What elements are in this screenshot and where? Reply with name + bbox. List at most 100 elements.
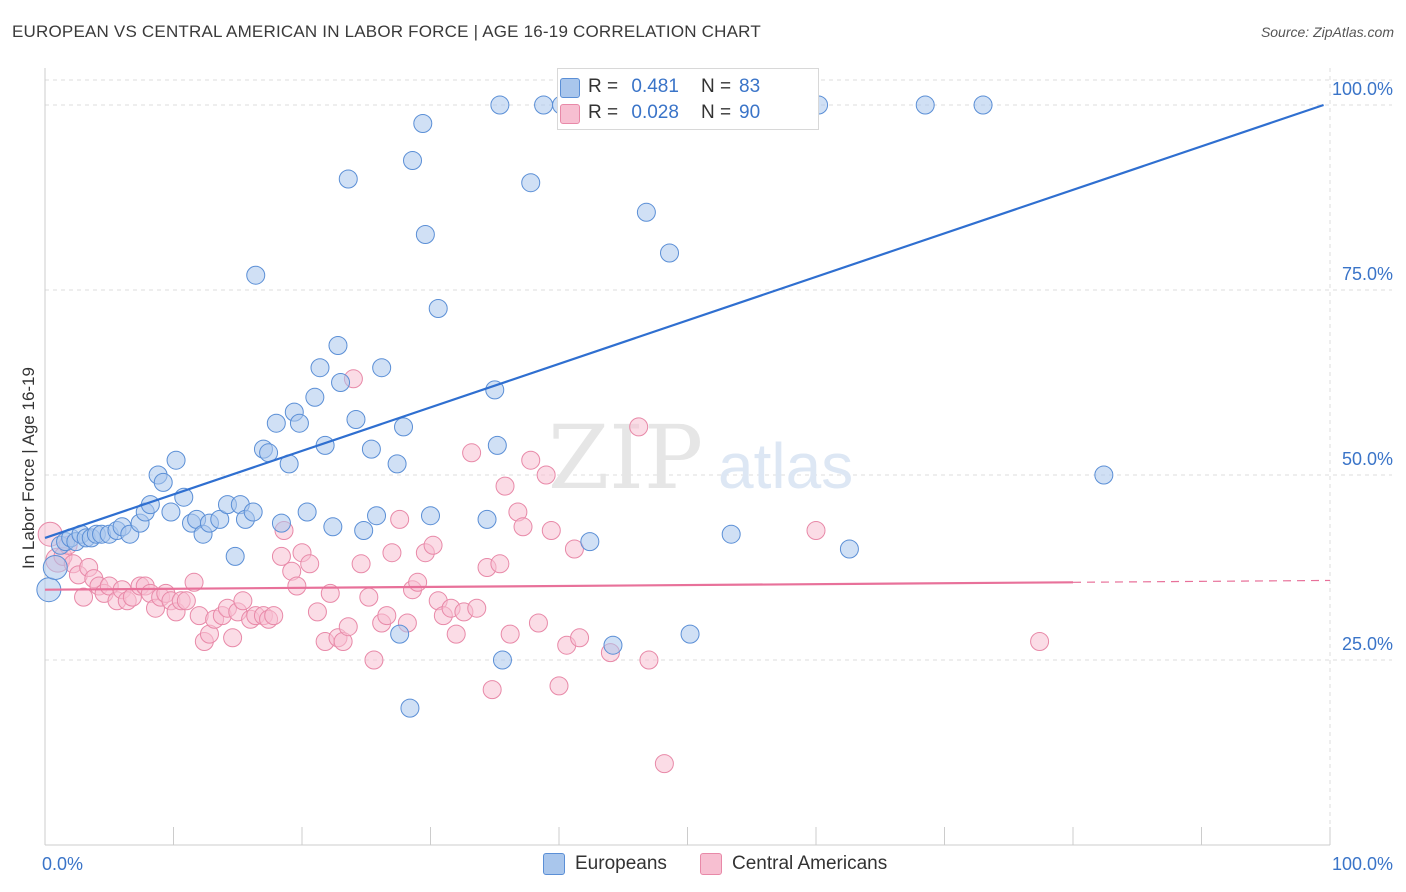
series-central-americans xyxy=(37,369,1050,774)
source-credit: Source: ZipAtlas.com xyxy=(1260,24,1394,40)
legend-item-central-americans: Central Americans xyxy=(700,852,887,876)
trend-central-americans-extension xyxy=(1072,579,1331,583)
point-central-americans xyxy=(74,587,94,607)
point-central-americans xyxy=(654,754,674,774)
point-europeans xyxy=(305,387,325,407)
point-central-americans xyxy=(462,443,482,463)
point-europeans xyxy=(721,524,741,544)
point-central-americans xyxy=(482,680,502,700)
trend-europeans xyxy=(44,103,1324,539)
point-europeans xyxy=(413,114,433,133)
point-central-americans xyxy=(233,591,253,611)
point-europeans xyxy=(485,380,505,400)
axes xyxy=(44,68,1331,846)
point-central-americans xyxy=(549,676,569,696)
point-europeans xyxy=(387,454,407,474)
point-europeans xyxy=(310,358,330,378)
point-europeans xyxy=(403,151,423,170)
point-europeans xyxy=(428,299,448,318)
point-central-americans xyxy=(446,624,466,644)
point-europeans xyxy=(490,95,510,115)
legend-n-label: N = xyxy=(700,102,732,123)
point-europeans xyxy=(361,439,381,459)
legend-n-value: 90 xyxy=(739,102,761,123)
point-europeans xyxy=(477,509,497,529)
legend-row-central-americans: R = 0.028 N = 90 xyxy=(560,101,761,125)
point-central-americans xyxy=(536,465,556,485)
point-europeans xyxy=(973,95,993,115)
point-europeans xyxy=(660,243,680,263)
y-tick-label: 50.0% xyxy=(1342,449,1393,469)
point-europeans xyxy=(680,624,700,644)
point-central-americans xyxy=(500,624,520,644)
trend-central-americans xyxy=(44,581,1074,591)
point-europeans xyxy=(487,435,507,455)
point-europeans xyxy=(338,169,358,189)
point-central-americans xyxy=(495,476,515,496)
point-central-americans xyxy=(390,509,410,529)
point-central-americans xyxy=(287,576,307,596)
legend-item-europeans: Europeans xyxy=(543,852,667,876)
legend-label-central-americans: Central Americans xyxy=(732,853,888,874)
point-europeans xyxy=(492,650,512,670)
y-axis-label: In Labor Force | Age 16-19 xyxy=(19,367,38,569)
watermark: ZIP atlas xyxy=(548,406,853,509)
point-europeans xyxy=(161,502,181,522)
legend-n-label: N = xyxy=(700,76,732,97)
trend-lines xyxy=(44,103,1331,591)
point-europeans xyxy=(915,95,935,115)
point-europeans xyxy=(289,413,309,433)
point-central-americans xyxy=(264,606,284,626)
legend-r-value: 0.028 xyxy=(631,102,679,123)
point-central-americans xyxy=(541,521,561,540)
point-central-americans xyxy=(377,606,397,626)
point-europeans xyxy=(166,450,186,470)
point-central-americans xyxy=(408,572,428,592)
point-europeans xyxy=(372,358,392,378)
point-central-americans xyxy=(307,602,327,622)
point-central-americans xyxy=(423,535,443,555)
point-central-americans xyxy=(176,591,196,611)
watermark-zip: ZIP xyxy=(548,406,703,509)
point-europeans xyxy=(323,517,343,537)
point-europeans xyxy=(210,509,230,529)
point-central-americans xyxy=(184,572,204,592)
legend-label-europeans: Europeans xyxy=(575,853,667,874)
point-europeans xyxy=(415,225,435,244)
legend-swatch-blue xyxy=(560,78,580,98)
chart-title: EUROPEAN VS CENTRAL AMERICAN IN LABOR FO… xyxy=(12,22,761,41)
point-central-americans xyxy=(223,628,243,648)
point-europeans xyxy=(400,698,420,718)
y-tick-label: 75.0% xyxy=(1342,264,1393,284)
point-europeans xyxy=(266,413,286,433)
point-central-americans xyxy=(1030,632,1050,651)
point-central-americans xyxy=(639,650,659,670)
point-central-americans xyxy=(490,554,510,574)
y-tick-label: 25.0% xyxy=(1342,634,1393,654)
point-central-americans xyxy=(351,554,371,574)
watermark-atlas: atlas xyxy=(718,430,853,502)
x-tick-label: 0.0% xyxy=(42,854,83,874)
legend-swatch-pink xyxy=(560,104,580,124)
point-central-americans xyxy=(300,554,320,574)
point-europeans xyxy=(390,624,410,644)
legend-swatch-europeans xyxy=(543,853,565,875)
point-central-americans xyxy=(320,583,340,603)
point-europeans xyxy=(394,417,414,437)
point-central-americans xyxy=(521,450,541,470)
point-europeans xyxy=(246,265,266,285)
point-central-americans xyxy=(564,539,584,559)
point-central-americans xyxy=(513,517,533,537)
point-central-americans xyxy=(271,546,291,566)
point-europeans xyxy=(153,472,173,492)
point-europeans xyxy=(297,502,317,522)
point-europeans xyxy=(603,635,623,655)
point-central-americans xyxy=(382,543,402,563)
point-europeans xyxy=(346,410,366,429)
point-europeans xyxy=(580,532,600,552)
point-europeans xyxy=(421,506,440,526)
series-europeans xyxy=(36,95,1114,718)
point-central-americans xyxy=(467,598,487,618)
point-europeans xyxy=(42,555,68,580)
